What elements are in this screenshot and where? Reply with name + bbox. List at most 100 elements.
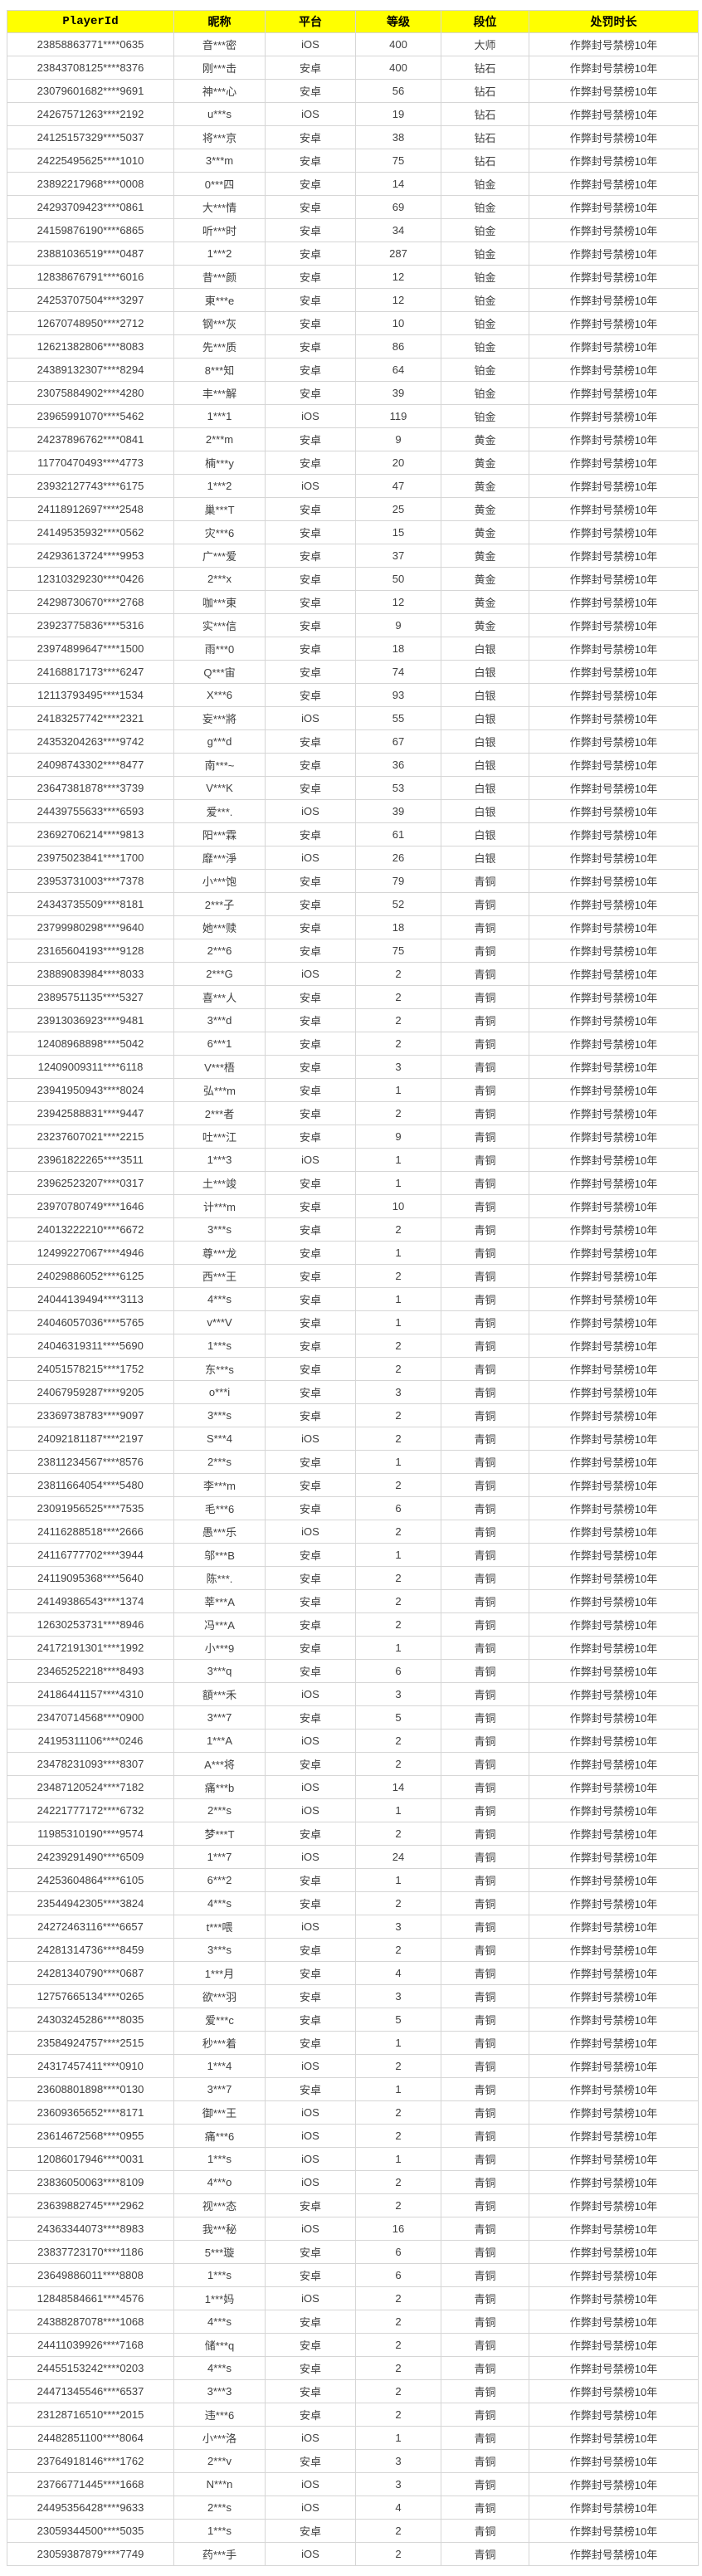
- cell-rank: 青铜: [441, 939, 529, 963]
- cell-nickname: Q***宙: [173, 660, 266, 684]
- cell-platform: 安卓: [265, 1589, 356, 1613]
- cell-level: 39: [355, 799, 441, 823]
- cell-rank: 青铜: [441, 2356, 529, 2380]
- cell-rank: 青铜: [441, 1287, 529, 1311]
- cell-platform: 安卓: [265, 683, 356, 707]
- cell-rank: 钻石: [441, 125, 529, 149]
- cell-rank: 白银: [441, 660, 529, 684]
- table-row: 23836050063****8109 4***o iOS 2 青铜 作弊封号禁榜10年: [7, 2170, 699, 2194]
- cell-rank: 青铜: [441, 1148, 529, 1172]
- cell-platform: 安卓: [265, 2356, 356, 2380]
- cell-nickname: 3***s: [173, 1403, 266, 1427]
- cell-level: 14: [355, 1775, 441, 1799]
- cell-punishment: 作弊封号禁榜10年: [529, 869, 699, 893]
- cell-level: 1: [355, 2077, 441, 2101]
- table-row: 24343735509****8181 2***子 安卓 52 青铜 作弊封号禁榜10年: [7, 892, 699, 916]
- cell-level: 2: [355, 2333, 441, 2357]
- cell-rank: 青铜: [441, 1055, 529, 1079]
- table-row: 24116288518****2666 愚***乐 iOS 2 青铜 作弊封号禁榜10年: [7, 1520, 699, 1544]
- cell-nickname: 痛***6: [173, 2124, 266, 2148]
- cell-level: 2: [355, 2100, 441, 2125]
- table-row: 24389132307****8294 8***知 安卓 64 铂金 作弊封号禁榜10年: [7, 358, 699, 382]
- cell-rank: 青铜: [441, 1217, 529, 1242]
- table-row: 24221777172****6732 2***s iOS 1 青铜 作弊封号禁榜10年: [7, 1798, 699, 1822]
- cell-nickname: 灾***6: [173, 520, 266, 544]
- cell-rank: 钻石: [441, 102, 529, 126]
- cell-player_id: 23470714568****0900: [7, 1705, 174, 1730]
- cell-player_id: 23881036519****0487: [7, 242, 174, 266]
- cell-nickname: 額***禾: [173, 1682, 266, 1706]
- cell-nickname: 广***爱: [173, 544, 266, 568]
- cell-punishment: 作弊封号禁榜10年: [529, 32, 699, 56]
- cell-punishment: 作弊封号禁榜10年: [529, 939, 699, 963]
- cell-platform: 安卓: [265, 544, 356, 568]
- cell-platform: 安卓: [265, 56, 356, 80]
- cell-nickname: V***梧: [173, 1055, 266, 1079]
- cell-punishment: 作弊封号禁榜10年: [529, 265, 699, 289]
- cell-platform: 安卓: [265, 2240, 356, 2264]
- cell-platform: 安卓: [265, 1310, 356, 1334]
- cell-level: 36: [355, 753, 441, 777]
- cell-punishment: 作弊封号禁榜10年: [529, 102, 699, 126]
- table-row: 23799980298****9640 她***赎 安卓 18 青铜 作弊封号禁榜10年: [7, 915, 699, 939]
- cell-nickname: 3***d: [173, 1008, 266, 1032]
- cell-rank: 青铜: [441, 2310, 529, 2334]
- cell-player_id: 24253604864****6105: [7, 1868, 174, 1892]
- cell-nickname: 秒***着: [173, 2031, 266, 2055]
- cell-player_id: 23091956525****7535: [7, 1496, 174, 1520]
- cell-platform: iOS: [265, 846, 356, 870]
- cell-level: 400: [355, 56, 441, 80]
- cell-rank: 青铜: [441, 2333, 529, 2357]
- cell-punishment: 作弊封号禁榜10年: [529, 1287, 699, 1311]
- cell-nickname: 东***s: [173, 1357, 266, 1381]
- cell-player_id: 24439755633****6593: [7, 799, 174, 823]
- cell-nickname: 2***v: [173, 2449, 266, 2473]
- table-row: 23091956525****7535 毛***6 安卓 6 青铜 作弊封号禁榜10年: [7, 1496, 699, 1520]
- cell-rank: 青铜: [441, 1264, 529, 1288]
- cell-player_id: 24168817173****6247: [7, 660, 174, 684]
- table-row: 23923775836****5316 实***信 安卓 9 黄金 作弊封号禁榜10年: [7, 613, 699, 637]
- cell-level: 12: [355, 288, 441, 312]
- cell-level: 2: [355, 1938, 441, 1962]
- cell-platform: 安卓: [265, 288, 356, 312]
- cell-nickname: 0***四: [173, 172, 266, 196]
- table-row: 23649886011****8808 1***s 安卓 6 青铜 作弊封号禁榜10年: [7, 2263, 699, 2287]
- table-row: 11985310190****9574 梦***T 安卓 2 青铜 作弊封号禁榜10年: [7, 1822, 699, 1846]
- table-row: 24281314736****8459 3***s 安卓 2 青铜 作弊封号禁榜10年: [7, 1938, 699, 1962]
- cell-level: 50: [355, 567, 441, 591]
- cell-punishment: 作弊封号禁榜10年: [529, 520, 699, 544]
- cell-punishment: 作弊封号禁榜10年: [529, 242, 699, 266]
- cell-rank: 黄金: [441, 544, 529, 568]
- cell-rank: 青铜: [441, 2031, 529, 2055]
- cell-platform: 安卓: [265, 660, 356, 684]
- table-row: 12670748950****2712 钢***灰 安卓 10 铂金 作弊封号禁榜10年: [7, 311, 699, 335]
- cell-level: 26: [355, 846, 441, 870]
- cell-rank: 青铜: [441, 1961, 529, 1985]
- cell-player_id: 23059387879****7749: [7, 2542, 174, 2566]
- cell-player_id: 12086017946****0031: [7, 2147, 174, 2171]
- cell-nickname: 1***月: [173, 1961, 266, 1985]
- table-row: 23639882745****2962 视***态 安卓 2 青铜 作弊封号禁榜10年: [7, 2193, 699, 2217]
- cell-nickname: 她***赎: [173, 915, 266, 939]
- cell-punishment: 作弊封号禁榜10年: [529, 1845, 699, 1869]
- cell-nickname: 药***手: [173, 2542, 266, 2566]
- cell-player_id: 24125157329****5037: [7, 125, 174, 149]
- cell-platform: 安卓: [265, 1496, 356, 1520]
- cell-nickname: 大***情: [173, 195, 266, 219]
- cell-nickname: 爱***.: [173, 799, 266, 823]
- cell-rank: 黄金: [441, 613, 529, 637]
- cell-player_id: 23975023841****1700: [7, 846, 174, 870]
- table-row: 23609365652****8171 御***王 iOS 2 青铜 作弊封号禁榜10年: [7, 2100, 699, 2125]
- cell-player_id: 23799980298****9640: [7, 915, 174, 939]
- cell-level: 6: [355, 1496, 441, 1520]
- cell-platform: 安卓: [265, 892, 356, 916]
- table-row: 24281340790****0687 1***月 安卓 4 青铜 作弊封号禁榜10年: [7, 1961, 699, 1985]
- cell-nickname: 西***王: [173, 1264, 266, 1288]
- cell-platform: 安卓: [265, 1334, 356, 1358]
- cell-platform: 安卓: [265, 1891, 356, 1915]
- cell-rank: 青铜: [441, 2542, 529, 2566]
- cell-level: 18: [355, 637, 441, 661]
- cell-level: 25: [355, 497, 441, 521]
- table-row: 23965991070****5462 1***1 iOS 119 铂金 作弊封号禁榜10…: [7, 404, 699, 428]
- cell-rank: 铂金: [441, 242, 529, 266]
